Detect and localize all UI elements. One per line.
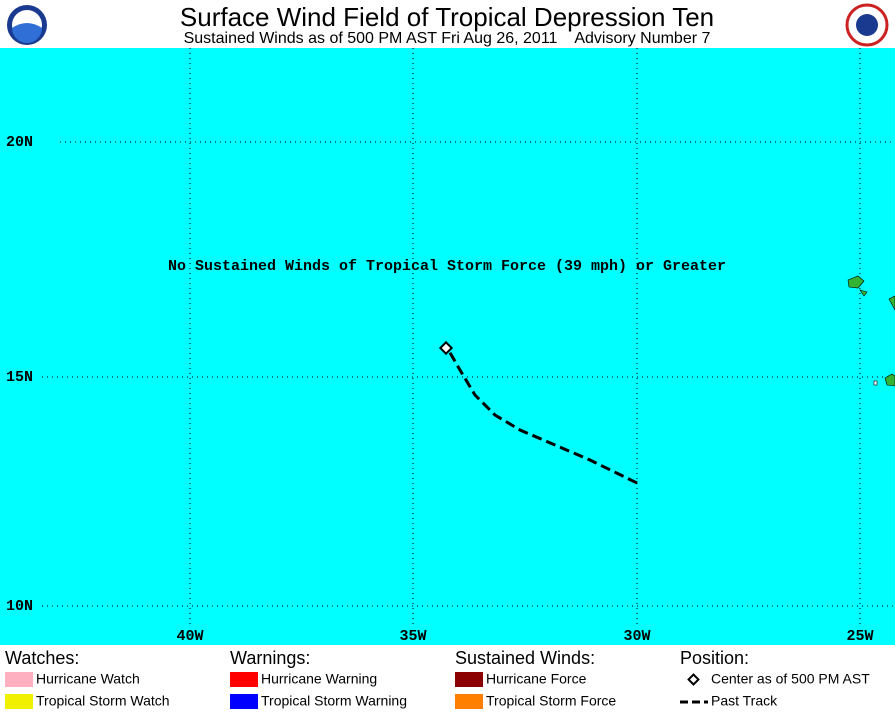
legend-item: Past Track: [711, 693, 778, 709]
noaa-logo: [7, 5, 47, 45]
legend-symbol: [687, 673, 700, 686]
legend-swatch: [230, 694, 258, 709]
legend-item: Tropical Storm Warning: [261, 693, 407, 709]
subtitle: Sustained Winds as of 500 PM AST Fri Aug…: [184, 30, 711, 47]
lat-label: 10N: [6, 598, 33, 615]
legend-heading: Watches:: [5, 648, 79, 668]
past-track: [447, 350, 638, 485]
legend-swatch: [5, 694, 33, 709]
lon-label: 30W: [623, 628, 650, 645]
legend-heading: Sustained Winds:: [455, 648, 595, 668]
lat-label: 20N: [6, 134, 33, 151]
legend-heading: Warnings:: [230, 648, 310, 668]
lon-label: 35W: [399, 628, 426, 645]
center-marker: [438, 340, 454, 356]
grid: [42, 48, 895, 628]
annotation: No Sustained Winds of Tropical Storm For…: [168, 258, 726, 275]
islands: [847, 275, 895, 387]
legend-item: Hurricane Warning: [261, 671, 377, 687]
lat-label: 15N: [6, 369, 33, 386]
legend-item: Tropical Storm Watch: [36, 693, 170, 709]
lon-label: 40W: [176, 628, 203, 645]
nws-logo: [845, 3, 889, 47]
legend-item: Tropical Storm Force: [486, 693, 616, 709]
legend-swatch: [5, 672, 33, 687]
legend-item: Hurricane Force: [486, 671, 587, 687]
legend-item: Center as of 500 PM AST: [711, 671, 870, 687]
lon-label: 25W: [846, 628, 873, 645]
legend-swatch: [230, 672, 258, 687]
legend-item: Hurricane Watch: [36, 671, 140, 687]
legend-swatch: [455, 694, 483, 709]
legend-swatch: [455, 672, 483, 687]
legend-heading: Position:: [680, 648, 749, 668]
title: Surface Wind Field of Tropical Depressio…: [180, 2, 714, 32]
legend: Watches: Hurricane Watch Tropical Storm …: [5, 648, 870, 709]
